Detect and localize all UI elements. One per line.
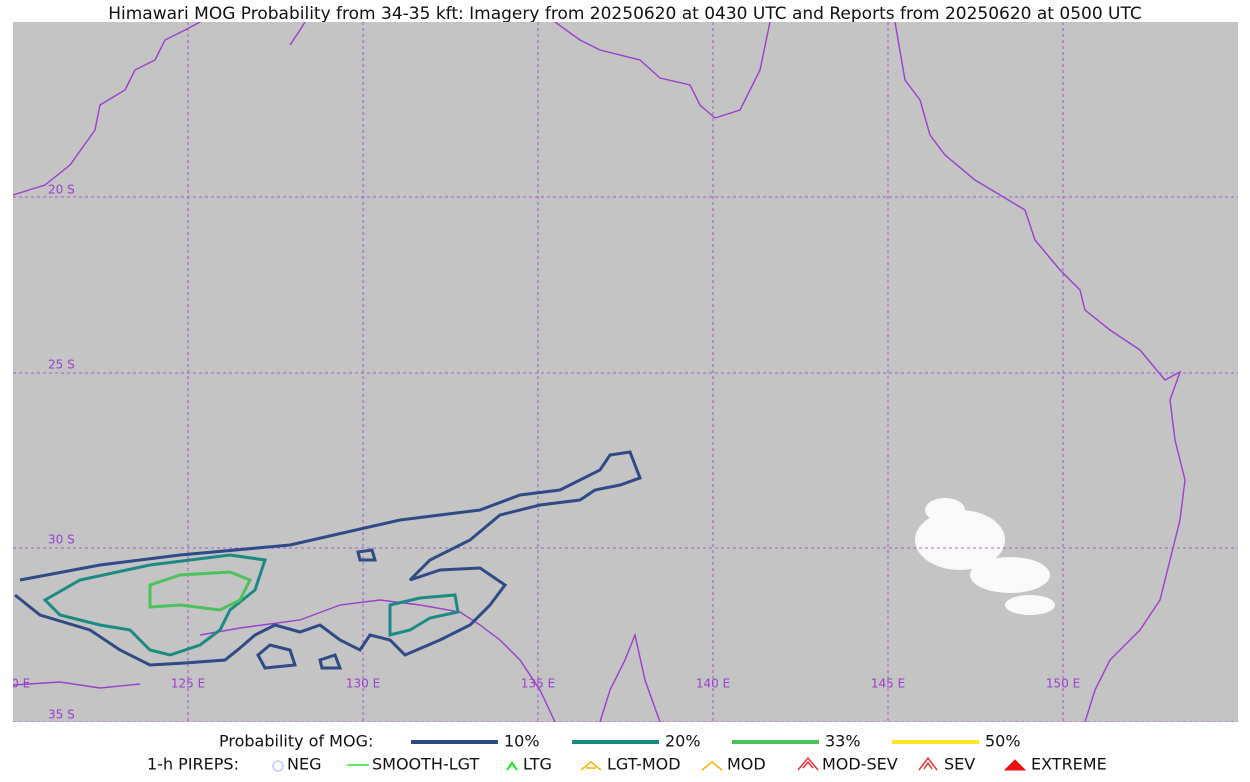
- lat-label: 25 S: [48, 358, 75, 372]
- pirep-label: SEV: [944, 755, 975, 774]
- mog-contours: [14, 450, 642, 670]
- lon-label: 120 E: [0, 677, 30, 691]
- coastline: [13, 22, 1186, 722]
- contour: [148, 570, 253, 612]
- title: Himawari MOG Probability from 34-35 kft:…: [108, 4, 1142, 24]
- legend-label: 20%: [665, 732, 701, 751]
- lat-label: 20 S: [48, 183, 75, 197]
- lon-label: 150 E: [1046, 677, 1080, 691]
- legend: 10% 20% 33% 50% NEG SMOOTH-LGT LTG LGT-MOD MOD MO…: [272, 732, 1107, 774]
- legend-label: 50%: [985, 732, 1021, 751]
- pirep-label: MOD: [727, 755, 766, 774]
- graticule: [13, 22, 1238, 722]
- legend-label: 10%: [504, 732, 540, 751]
- legend-title: Probability of MOG:: [219, 732, 373, 751]
- pirep-icon: [797, 756, 819, 771]
- lon-label: 130 E: [346, 677, 380, 691]
- pirep-label: SMOOTH-LGT: [372, 755, 479, 774]
- pirep-label: LTG: [523, 755, 552, 774]
- pirep-icon: [1003, 759, 1027, 771]
- contour: [256, 643, 298, 670]
- pirep-icon: [580, 761, 602, 771]
- pirep-icon: [701, 761, 723, 771]
- cloud-texture: [13, 22, 1238, 722]
- legend-label: 33%: [825, 732, 861, 751]
- lon-label: 140 E: [696, 677, 730, 691]
- storm-cloud: [915, 498, 1055, 615]
- map: 20 S 25 S 30 S 35 S 120 E 125 E 130 E 135 E 140 …: [0, 22, 1238, 722]
- contour: [42, 553, 267, 657]
- pirep-label: LGT-MOD: [607, 755, 681, 774]
- pirep-icon: [272, 760, 284, 772]
- pirep-icon: [918, 756, 938, 771]
- lat-label: 30 S: [48, 533, 75, 547]
- lon-label: 135 E: [521, 677, 555, 691]
- pirep-label: NEG: [287, 755, 321, 774]
- pirep-label: MOD-SEV: [822, 755, 898, 774]
- lon-label: 145 E: [871, 677, 905, 691]
- lat-lon-labels: 20 S 25 S 30 S 35 S 120 E 125 E 130 E 135 E 140 …: [0, 183, 1080, 722]
- contour: [14, 450, 642, 667]
- lon-label: 125 E: [171, 677, 205, 691]
- lat-label: 35 S: [48, 708, 75, 722]
- contour: [356, 548, 378, 562]
- pirep-icon: [506, 761, 518, 771]
- pirep-label: EXTREME: [1031, 755, 1107, 774]
- contour: [388, 593, 460, 637]
- pireps-title: 1-h PIREPS:: [147, 755, 239, 774]
- contour: [318, 653, 343, 670]
